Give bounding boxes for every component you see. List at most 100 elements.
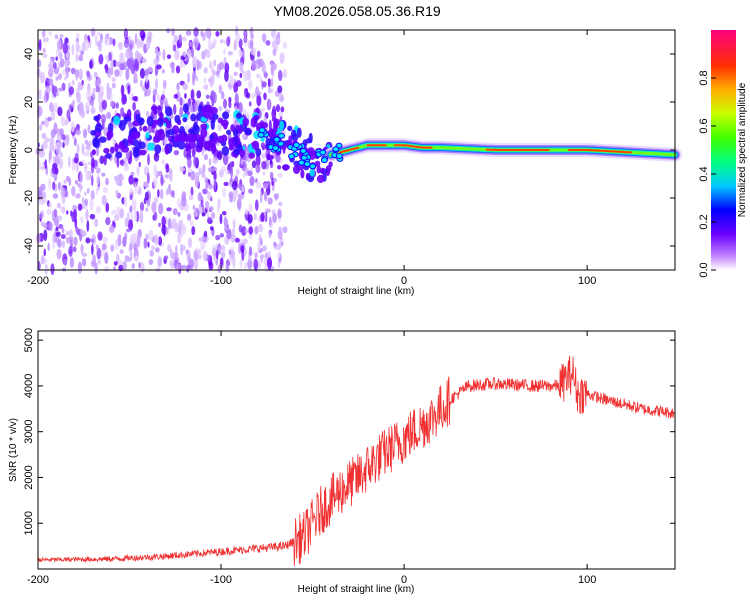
spectrogram-cell bbox=[241, 185, 245, 193]
spectrogram-cell bbox=[201, 50, 206, 60]
spectrogram-cell bbox=[54, 155, 60, 165]
spectrogram-cell bbox=[238, 48, 243, 58]
spectrogram-cell bbox=[268, 216, 272, 227]
spectrogram-cell bbox=[194, 40, 199, 48]
spectrogram-cell bbox=[264, 70, 268, 79]
snr-x-label: Height of straight line (km) bbox=[298, 584, 415, 595]
spectrogram-cell bbox=[277, 132, 285, 139]
spectrogram-cell bbox=[299, 147, 307, 154]
spectrogram-cell bbox=[133, 178, 139, 183]
spectrogram-cell bbox=[74, 217, 78, 229]
spectrogram-cell bbox=[212, 156, 218, 164]
spectrogram-cell bbox=[113, 115, 121, 126]
spectrogram-cell bbox=[90, 27, 96, 37]
spectrogram-cell bbox=[261, 160, 267, 170]
spectrogram-cell bbox=[65, 230, 70, 236]
spectrogram-cell bbox=[277, 140, 285, 147]
spectrogram-cell bbox=[166, 207, 172, 212]
spectrogram-cell bbox=[253, 258, 259, 271]
spectrogram-ridge-core bbox=[393, 144, 433, 149]
spectrogram-cell bbox=[267, 88, 272, 94]
spectrogram-cell bbox=[82, 128, 88, 139]
spectrogram-cell bbox=[206, 212, 210, 218]
spectrogram-cell bbox=[269, 159, 273, 165]
spectrogram-cell bbox=[234, 93, 239, 105]
spectrogram-cell bbox=[90, 129, 97, 136]
spectrogram-cell bbox=[270, 77, 274, 88]
spectrogram-cell bbox=[48, 221, 53, 232]
spectrogram-cell bbox=[249, 40, 254, 50]
spectrogram-cell bbox=[61, 205, 66, 215]
spectrogram-cell bbox=[146, 199, 150, 207]
spectrogram-cell bbox=[279, 120, 285, 131]
spectrogram-cell bbox=[66, 210, 69, 215]
spectrogram-cell bbox=[105, 111, 112, 120]
spectrogram-cell bbox=[200, 123, 208, 130]
spectrogram-cell bbox=[136, 38, 141, 49]
spectrogram-cell bbox=[84, 162, 88, 170]
spectrogram-cell bbox=[121, 93, 127, 105]
spectrogram-cell bbox=[239, 148, 245, 158]
spectrogram-cell bbox=[260, 212, 265, 223]
spectrogram-cell bbox=[238, 38, 243, 49]
spectrogram-cell bbox=[127, 58, 133, 71]
spectrogram-cell bbox=[36, 89, 41, 100]
spectrogram-cell bbox=[150, 245, 156, 251]
spectrogram-cell bbox=[320, 167, 325, 174]
spectrogram-cell bbox=[228, 191, 234, 199]
spectrogram-cell bbox=[46, 91, 49, 101]
spectrogram-cell bbox=[169, 249, 174, 259]
spectrogram-cell bbox=[134, 32, 138, 45]
spectrogram-cell bbox=[250, 92, 256, 99]
spectrogram-cell bbox=[137, 141, 146, 150]
spectrogram-cell bbox=[80, 228, 83, 235]
spectrogram-cell bbox=[100, 90, 104, 96]
spectrogram-cell bbox=[125, 67, 130, 80]
spectrogram-cell bbox=[42, 141, 48, 150]
spectrogram-cell bbox=[147, 142, 156, 151]
spectrogram-cell bbox=[222, 111, 230, 120]
spectrogram-cell bbox=[73, 236, 78, 246]
colorbar-tick-label: 0.0 bbox=[698, 262, 710, 277]
spectrogram-cell bbox=[138, 126, 143, 132]
spectrogram-cell bbox=[95, 187, 99, 196]
spectrogram-cell bbox=[171, 27, 175, 37]
spectrogram-cell bbox=[58, 87, 63, 92]
spectrogram-cell bbox=[107, 72, 111, 79]
spectrogram-cell bbox=[56, 202, 62, 209]
spectrogram-cell bbox=[154, 144, 162, 154]
spectrogram-cell bbox=[188, 140, 197, 150]
spectrogram-cell bbox=[166, 54, 172, 59]
spectrogram-cell bbox=[129, 194, 133, 201]
spectrogram-cell bbox=[193, 259, 199, 270]
spectrogram-cell bbox=[92, 254, 97, 266]
spectrogram-cell bbox=[81, 258, 87, 267]
spectrogram-cell bbox=[90, 174, 94, 187]
spectrogram-cell bbox=[187, 72, 190, 84]
spectrogram-cell bbox=[106, 56, 110, 64]
spectrogram-cell bbox=[207, 111, 215, 121]
spectrogram-cell bbox=[48, 78, 54, 87]
snr-x-tick-label: 0 bbox=[401, 574, 407, 586]
spectrogram-cell bbox=[288, 153, 296, 160]
spectrogram-cell bbox=[243, 70, 248, 82]
spectrogram-cell bbox=[199, 207, 203, 214]
spectrogram-cell bbox=[95, 206, 101, 214]
spectrogram-cell bbox=[139, 209, 143, 219]
spectrogram-cell bbox=[124, 217, 129, 228]
spectrogram-cell bbox=[240, 244, 245, 253]
spectrogram-cell bbox=[140, 260, 144, 271]
spectrogram-cell bbox=[64, 139, 70, 146]
spectrogram-x-ticks: -200 -100 0 100 bbox=[27, 30, 596, 287]
spectrogram-cell bbox=[172, 136, 181, 143]
spectrogram-cell bbox=[277, 85, 283, 94]
spectrogram-cell bbox=[191, 226, 196, 236]
spectrogram-cell bbox=[140, 79, 143, 88]
spectrogram-cell bbox=[236, 112, 242, 119]
colorbar-gradient bbox=[711, 30, 736, 270]
spectrogram-cell bbox=[217, 117, 224, 124]
spectrogram-cell bbox=[145, 131, 150, 139]
spectrogram-cell bbox=[89, 213, 96, 220]
spectrogram-cell bbox=[132, 101, 136, 112]
